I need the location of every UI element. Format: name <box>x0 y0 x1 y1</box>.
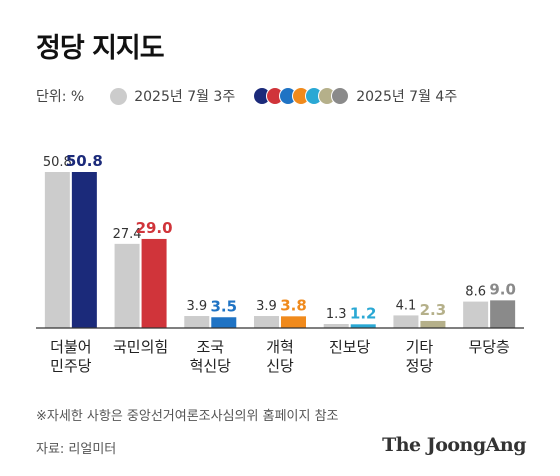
data-label-cur-5: 2.3 <box>420 301 447 319</box>
data-label-cur-0: 50.8 <box>66 152 103 170</box>
data-label-cur-4: 1.2 <box>350 304 377 322</box>
data-label-prev-1: 27.4 <box>113 227 142 242</box>
category-label-1-0: 국민의힘 <box>113 338 168 356</box>
bar-prev-5 <box>393 315 419 328</box>
category-label-5-0: 기타 <box>406 338 434 356</box>
legend: 단위: % 2025년 7월 3주 2025년 7월 4주 <box>36 86 457 106</box>
data-label-cur-6: 9.0 <box>489 280 516 298</box>
data-label-prev-4: 1.3 <box>326 307 347 322</box>
legend-label-prev: 2025년 7월 3주 <box>134 89 236 105</box>
legend-swatches-cur <box>253 87 350 105</box>
source-label: 자료: 리얼미터 <box>36 442 117 457</box>
bar-prev-6 <box>463 301 489 328</box>
publisher-logo: The JoongAng <box>382 434 526 456</box>
data-label-prev-3: 3.9 <box>256 299 277 314</box>
bar-prev-3 <box>254 316 279 328</box>
bar-cur-2 <box>211 317 237 328</box>
bar-cur-6 <box>490 300 516 328</box>
bar-prev-1 <box>114 243 140 328</box>
bar-cur-4 <box>350 324 376 328</box>
legend-swatch-cur-6 <box>331 87 350 105</box>
chart-title: 정당 지지도 <box>36 33 165 64</box>
category-label-2-1: 혁신당 <box>190 357 232 375</box>
bar-prev-0 <box>44 172 70 328</box>
category-label-0-1: 민주당 <box>50 357 92 375</box>
unit-label: 단위: % <box>36 89 85 105</box>
bar-prev-4 <box>323 324 349 328</box>
data-label-cur-3: 3.8 <box>280 296 307 314</box>
category-label-3-1: 신당 <box>266 357 294 375</box>
category-label-5-1: 정당 <box>406 357 434 375</box>
legend-label-cur: 2025년 7월 4주 <box>356 89 458 105</box>
data-label-prev-6: 8.6 <box>465 285 486 300</box>
category-label-3-0: 개혁 <box>266 338 294 356</box>
footnote: ※자세한 사항은 중앙선거여론조사심의위 홈페이지 참조 <box>36 409 339 424</box>
data-label-prev-2: 3.9 <box>186 299 207 314</box>
category-label-4-0: 진보당 <box>329 338 371 356</box>
bar-cur-0 <box>71 172 97 328</box>
bar-cur-5 <box>420 320 446 328</box>
data-label-prev-5: 4.1 <box>396 298 417 313</box>
data-label-cur-2: 3.5 <box>210 297 237 315</box>
category-label-6-0: 무당층 <box>468 338 509 356</box>
legend-swatch-prev <box>110 87 128 105</box>
bar-cur-3 <box>281 316 306 328</box>
data-label-prev-0: 50.8 <box>43 155 72 170</box>
data-label-cur-1: 29.0 <box>136 219 173 237</box>
bar-cur-1 <box>141 238 167 328</box>
category-label-0-0: 더불어 <box>50 338 91 356</box>
bar-prev-2 <box>184 316 210 328</box>
category-label-2-0: 조국 <box>196 338 224 356</box>
